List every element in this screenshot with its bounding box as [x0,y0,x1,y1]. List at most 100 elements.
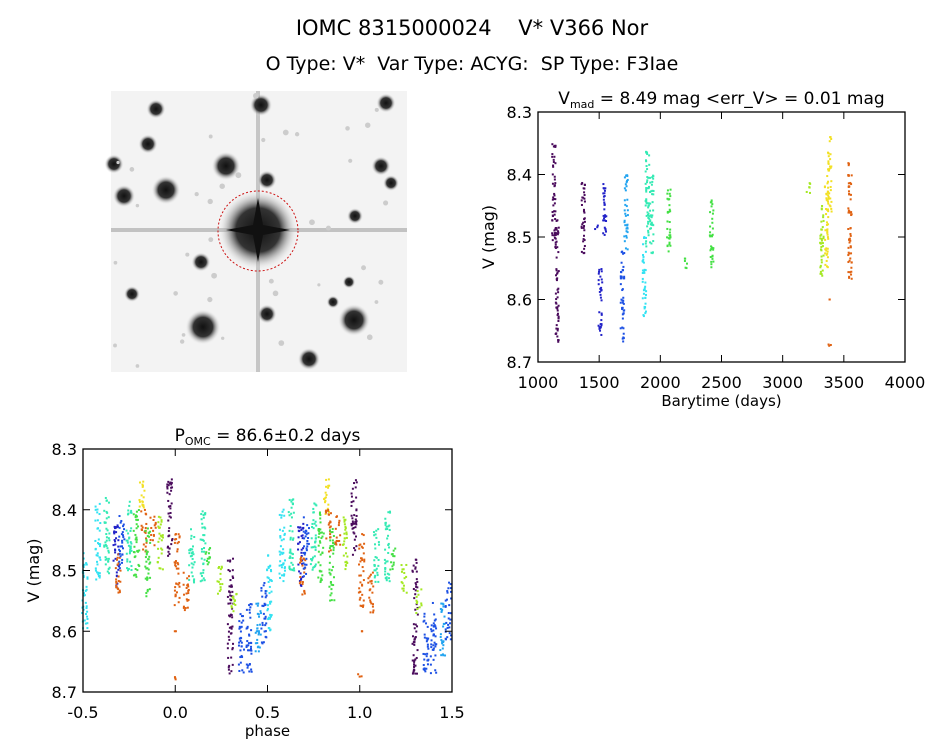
data-point [557,251,560,254]
data-point [413,597,416,600]
data-point [552,164,555,167]
data-point [830,138,833,141]
data-point [439,607,442,610]
data-point [328,571,331,574]
data-point [652,193,655,196]
data-point [429,672,432,675]
star [191,252,211,272]
data-point [318,569,321,572]
data-point [414,636,417,639]
data-point [363,558,366,561]
data-point [169,511,172,514]
data-point [96,560,99,563]
data-point [602,195,605,198]
data-point [86,617,89,620]
data-point [596,224,599,227]
data-point [829,189,832,192]
data-point [178,535,181,538]
data-point [265,636,268,639]
data-point [710,260,713,263]
data-point [645,198,648,201]
data-point [669,210,672,213]
data-point [580,225,583,228]
data-point [711,203,714,206]
data-point [605,230,608,233]
data-point [351,517,354,520]
data-point [643,307,646,310]
data-point [191,551,194,554]
data-point [256,642,259,645]
data-point [239,656,242,659]
data-point [369,573,372,576]
data-point [826,252,829,255]
data-point [344,527,347,530]
data-point [278,564,281,567]
data-point [200,572,203,575]
data-point [291,538,294,541]
data-point [283,569,286,572]
data-point [423,633,426,636]
data-point [228,672,231,675]
data-point [414,558,417,561]
data-point [103,544,106,547]
data-point [551,219,554,222]
data-point [360,675,363,678]
data-point [141,526,144,529]
data-point [134,533,137,536]
data-point [402,587,405,590]
data-point [598,311,601,314]
data-point [344,568,347,571]
data-point [827,343,830,346]
data-point [651,180,654,183]
data-point [435,671,438,674]
data-point [310,537,313,540]
data-point [117,568,120,571]
data-point [298,541,301,544]
data-point [413,663,416,666]
data-point [232,597,235,600]
data-point [82,557,85,560]
data-point [327,550,330,553]
faint-star [113,343,117,348]
data-point [254,631,257,634]
data-point [649,202,652,205]
data-point [346,562,349,565]
data-point [145,537,148,540]
data-point [283,567,286,570]
data-point [201,579,204,582]
data-point [96,527,99,530]
data-point [443,615,446,618]
data-point [646,151,649,154]
data-point [821,245,824,248]
data-point [625,236,628,239]
data-point [643,305,646,308]
data-point [332,534,335,537]
data-point [622,337,625,340]
data-point [267,577,270,580]
data-point [416,607,419,610]
data-point [556,309,559,312]
data-point [556,246,559,249]
data-point [580,183,583,186]
data-point [105,527,108,530]
data-point [96,552,99,555]
data-point [152,534,155,537]
data-point [205,551,208,554]
data-point [169,505,172,508]
data-point [625,181,628,184]
data-point [353,538,356,541]
data-point [622,269,625,272]
data-point [157,515,160,518]
data-point [228,590,231,593]
data-point [324,491,327,494]
faint-star [219,183,225,189]
data-point [377,580,380,583]
data-point [826,175,829,178]
data-point [264,596,267,599]
data-point [132,551,135,554]
data-point [416,649,419,652]
data-point [711,257,714,260]
data-point [434,654,437,657]
data-point [414,582,417,585]
data-point [256,630,259,633]
